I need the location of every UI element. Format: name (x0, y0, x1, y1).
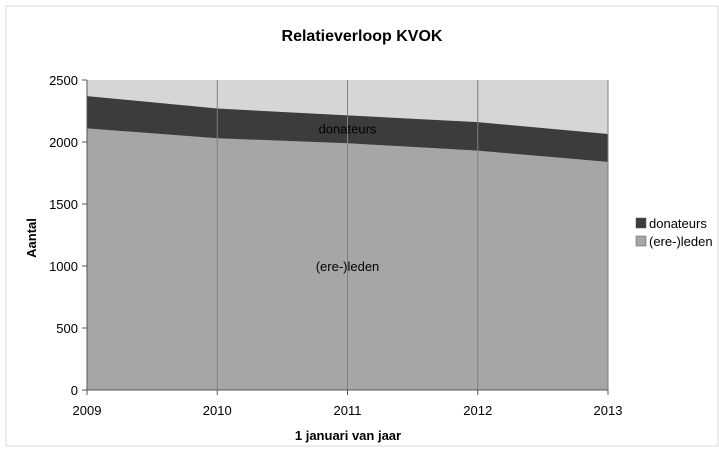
y-tick-label-1500: 1500 (49, 197, 78, 212)
legend-label-donateurs: donateurs (649, 216, 707, 231)
gridlines (216, 80, 609, 390)
x-axis-title: 1 januari van jaar (295, 428, 401, 443)
y-tick-label-1000: 1000 (49, 259, 78, 274)
x-tick-label-2012: 2012 (463, 403, 492, 418)
annotations: donateurs (ere-)leden (316, 121, 380, 274)
area-label-0: donateurs (319, 121, 377, 136)
x-tick-label-2009: 2009 (73, 403, 102, 418)
legend-label-ereleden: (ere-)leden (649, 234, 713, 249)
x-tick-label-2013: 2013 (594, 403, 623, 418)
legend-swatch-donateurs (635, 217, 647, 229)
chart-title: Relatieverloop KVOK (282, 28, 443, 45)
y-axis-title: Aantal (24, 218, 39, 258)
y-tick-label-0: 0 (71, 383, 78, 398)
y-tick-label-500: 500 (56, 321, 78, 336)
legend: donateurs (ere-)leden (635, 216, 713, 249)
x-tick-label-2011: 2011 (334, 403, 362, 418)
y-tick-label-2500: 2500 (49, 73, 78, 88)
area-label-1: (ere-)leden (316, 259, 380, 274)
legend-swatch-ereleden (635, 235, 647, 247)
axes: 0 500 1000 1500 2000 2500 2009 2010 2011 2012 2013 (49, 73, 622, 418)
y-tick-label-2000: 2000 (49, 135, 78, 150)
x-tick-label-2010: 2010 (203, 403, 232, 418)
